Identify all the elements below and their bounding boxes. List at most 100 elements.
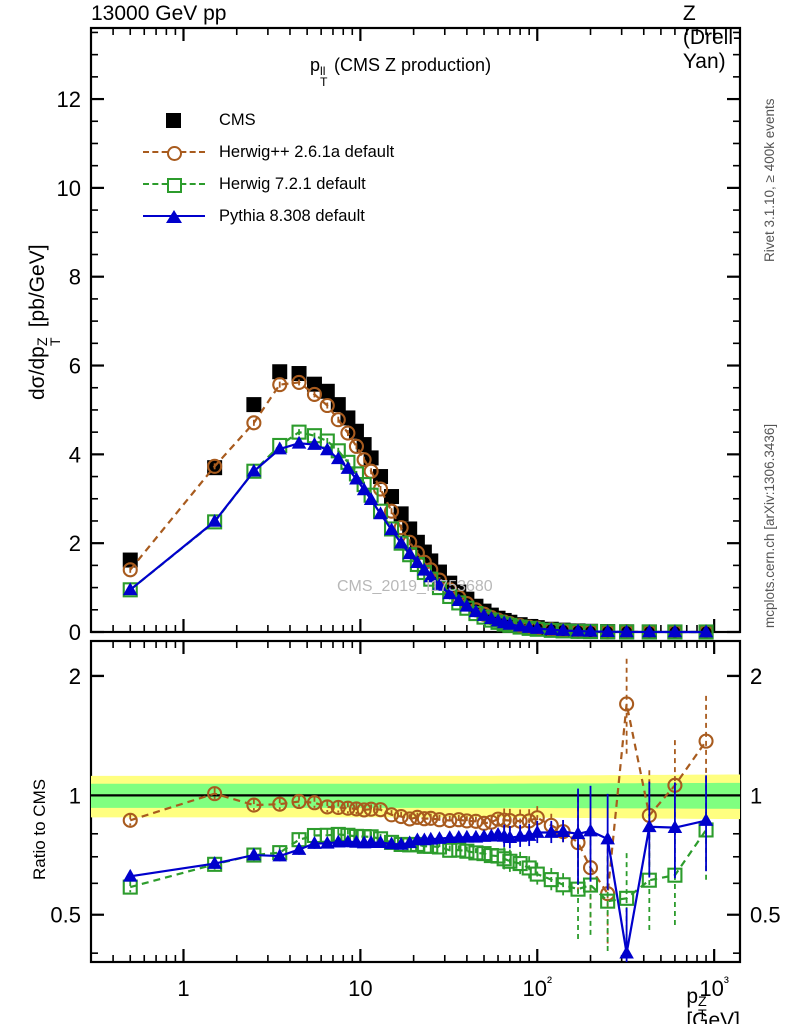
- data-point-marker: [356, 802, 372, 818]
- data-point-marker: [459, 843, 475, 859]
- data-point-marker: [502, 830, 518, 844]
- data-point-marker: [356, 482, 372, 496]
- x-tick-label: 10³: [699, 974, 728, 1001]
- data-point-marker: [583, 623, 598, 637]
- ratio-y-tick-label: 0.5: [50, 903, 81, 928]
- data-point-marker: [207, 786, 223, 802]
- data-point-marker: [667, 624, 683, 638]
- data-point-marker: [319, 383, 335, 399]
- data-point-marker: [543, 825, 559, 838]
- data-point-marker: [330, 834, 346, 848]
- data-point-marker: [384, 489, 400, 505]
- data-point-marker: [363, 492, 379, 505]
- data-point-marker: [502, 616, 518, 630]
- data-point-marker: [402, 811, 418, 827]
- data-point-marker: [246, 463, 262, 477]
- data-point-marker: [619, 890, 635, 906]
- ratio-y-tick-label-right: 0.5: [750, 903, 781, 928]
- data-point-marker: [468, 604, 484, 618]
- x-tick-label: 10²: [523, 974, 552, 1001]
- data-point-marker: [502, 853, 518, 869]
- data-point-marker: [451, 593, 467, 607]
- data-point-marker: [468, 813, 484, 829]
- data-point-marker: [348, 423, 364, 439]
- data-point-marker: [363, 835, 379, 848]
- data-point-marker: [320, 442, 335, 456]
- legend: CMS Herwig++ 2.6.1a default Herwig 7.2.1 d…: [143, 104, 394, 232]
- data-point-marker: [320, 835, 335, 849]
- data-point-marker: [383, 807, 400, 823]
- legend-marker-triangle-filled: [143, 205, 205, 227]
- data-point-marker: [319, 397, 335, 414]
- data-point-marker: [307, 836, 322, 849]
- data-point-marker: [442, 812, 458, 829]
- legend-entry: CMS: [143, 104, 394, 136]
- ratio-y-tick-label: 2: [69, 664, 81, 689]
- data-point-marker: [416, 811, 432, 827]
- data-point-marker: [451, 812, 467, 828]
- data-point-marker: [543, 622, 559, 636]
- data-point-marker: [431, 812, 448, 828]
- data-point-marker: [600, 624, 615, 638]
- data-point-marker: [340, 800, 356, 816]
- ratio-panel-series: [122, 658, 714, 962]
- data-point-marker: [555, 824, 571, 837]
- analysis-watermark: CMS_2019_I1753680: [337, 578, 493, 595]
- x-axis-ticks: 1 10 10² 10³: [90, 28, 729, 1001]
- data-point-marker: [393, 809, 409, 825]
- data-point-marker: [246, 847, 262, 861]
- legend-entry: Pythia 8.308 default: [143, 200, 394, 232]
- xlabel-base: p: [686, 985, 698, 1008]
- data-point-marker: [272, 848, 288, 862]
- data-point-marker: [410, 555, 425, 569]
- data-point-marker: [207, 513, 222, 527]
- legend-label: Herwig++ 2.6.1a default: [219, 142, 395, 161]
- data-point-marker: [432, 577, 447, 591]
- xlabel-sub: T: [698, 1007, 707, 1024]
- main-y-ticks: 0 2 4 6 8 10 12: [57, 31, 740, 645]
- data-point-marker: [423, 810, 439, 826]
- data-point-marker: [698, 624, 714, 638]
- data-point-marker: [330, 412, 346, 428]
- main-y-tick-label: 10: [57, 176, 81, 201]
- main-y-tick-label: 8: [69, 265, 81, 290]
- plot-title-rest: (CMS Z production): [329, 55, 492, 75]
- data-point-marker: [423, 569, 439, 583]
- data-point-marker: [383, 503, 400, 519]
- legend-marker-square-filled: [143, 109, 205, 131]
- data-point-marker: [583, 823, 598, 837]
- data-point-marker: [291, 435, 307, 449]
- data-point-marker: [451, 842, 467, 858]
- data-point-marker: [340, 425, 356, 441]
- main-plot-title: p ll T (CMS Z production): [310, 55, 492, 89]
- data-point-marker: [512, 856, 528, 872]
- data-point-marker: [122, 868, 138, 882]
- x-tick-label: 10: [348, 976, 372, 1001]
- ratio-y-tick-label: 2: [69, 664, 81, 689]
- data-point-marker: [667, 820, 683, 833]
- xlabel-sup: Z: [698, 994, 707, 1011]
- series-cms: [122, 364, 714, 640]
- plot-title-sub: T: [320, 74, 328, 89]
- data-point-marker: [555, 877, 571, 893]
- data-point-marker: [570, 623, 586, 637]
- data-point-marker: [246, 797, 262, 813]
- series-herwigpp: [122, 374, 714, 640]
- data-point-marker: [529, 621, 545, 634]
- data-point-marker: [122, 582, 138, 596]
- data-point-marker: [442, 586, 458, 600]
- data-point-marker: [619, 945, 634, 959]
- legend-label: Pythia 8.308 default: [219, 206, 365, 225]
- legend-marker-circle-open: [143, 141, 205, 163]
- data-point-marker: [543, 872, 559, 888]
- data-point-marker: [393, 520, 409, 536]
- data-point-marker: [306, 795, 323, 811]
- data-point-marker: [272, 796, 288, 812]
- ratio-series-pythia: [122, 775, 714, 962]
- main-y-tick-label: 2: [69, 531, 81, 556]
- data-point-marker: [291, 793, 307, 810]
- data-point-marker: [330, 397, 346, 413]
- data-point-marker: [600, 831, 615, 845]
